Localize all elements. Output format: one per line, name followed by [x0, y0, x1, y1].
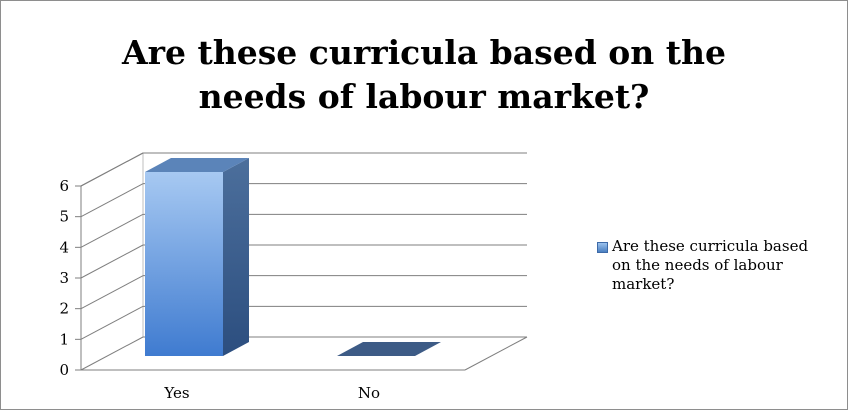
y-axis-tick-labels: 0 1 2 3 4 5 6 — [59, 177, 69, 379]
y-tick-label: 5 — [59, 208, 69, 226]
gridline-side — [80, 213, 144, 248]
x-axis-tick-labels: Yes No — [163, 384, 380, 402]
gridline-side — [80, 183, 144, 218]
legend-swatch — [597, 242, 608, 253]
gridline-side — [80, 305, 144, 340]
legend: Are these curricula based on the needs o… — [597, 237, 827, 294]
y-tick-label: 2 — [59, 300, 69, 318]
bars — [145, 158, 441, 356]
gridline-side — [80, 244, 144, 279]
bar-top-face — [145, 158, 249, 172]
y-tick-label: 4 — [59, 238, 69, 256]
bar-side-face — [223, 158, 249, 356]
axes — [75, 185, 528, 371]
x-tick-label: Yes — [163, 384, 189, 402]
bar-front-face — [145, 172, 223, 356]
gridline-side — [80, 152, 144, 187]
y-tick-label: 6 — [59, 177, 69, 195]
legend-label: Are these curricula based on the needs o… — [612, 237, 809, 293]
chart-title: Are these curricula based on the needs o… — [1, 31, 847, 119]
chart-title-line-2: needs of labour market? — [198, 77, 650, 116]
y-tick-label: 3 — [59, 269, 69, 287]
floor-right-edge — [464, 336, 528, 371]
gridline-side — [80, 336, 144, 371]
y-tick-label: 0 — [59, 361, 69, 379]
chart-title-line-1: Are these curricula based on the — [122, 33, 726, 72]
bar-no — [337, 342, 441, 356]
y-tick-label: 1 — [59, 330, 69, 348]
x-tick-label: No — [358, 384, 380, 402]
gridline-side — [80, 275, 144, 310]
bar-yes — [145, 158, 249, 356]
bar-flat-face — [337, 342, 441, 356]
